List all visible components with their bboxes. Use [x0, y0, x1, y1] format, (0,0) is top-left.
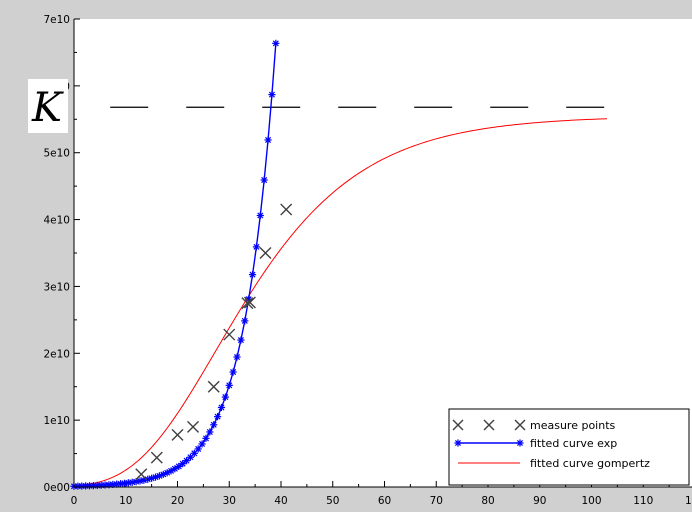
plot-series	[70, 39, 608, 490]
x-tick-label-8: 80	[481, 495, 494, 507]
y-tick-label-5: 5e10	[43, 148, 70, 160]
exp-marker-41	[229, 368, 237, 376]
measure-point-4	[207, 380, 220, 393]
legend: measure points fitted curve exp fitted c…	[448, 408, 690, 486]
y-tick-label-0: 0e00	[43, 482, 70, 494]
exp-marker-29	[182, 457, 191, 465]
x-tick-label-11: 110	[633, 495, 653, 507]
y-tick-label-7: 7e10	[43, 14, 70, 26]
exp-marker-34	[202, 434, 210, 442]
legend-label-measure-points: measure points	[530, 419, 616, 432]
k-label: K	[31, 85, 64, 131]
exp-marker-27	[175, 462, 183, 470]
k-annotation: K	[28, 79, 68, 133]
exp-marker-48	[256, 211, 264, 220]
exp-marker-40	[225, 381, 233, 389]
exp-marker-32	[194, 445, 202, 453]
x-tick-label-12: 120	[685, 495, 692, 507]
axes-frame	[73, 19, 692, 488]
y-tick-label-3: 3e10	[43, 281, 70, 293]
exp-marker-37	[214, 413, 222, 421]
measure-point-0	[135, 468, 148, 481]
legend-sample-cross-2	[514, 419, 526, 431]
exp-marker-26	[171, 465, 179, 473]
measure-point-1	[150, 451, 163, 464]
legend-sample-exp-star-1	[516, 439, 524, 447]
x-tick-label-0: 0	[71, 495, 78, 507]
k-label-background	[28, 79, 68, 133]
exp-marker-38	[217, 403, 226, 412]
exp-marker-51	[268, 91, 276, 99]
legend-box	[448, 408, 690, 486]
x-tick-label-10: 100	[581, 495, 601, 507]
exp-marker-36	[210, 421, 218, 429]
exp-marker-49	[260, 176, 268, 184]
measure-point-9	[280, 203, 293, 216]
measure-point-7	[243, 296, 256, 309]
x-tick-label-9: 90	[533, 495, 546, 507]
gompertz-curve	[73, 118, 608, 487]
exp-marker-44	[241, 317, 249, 325]
measure-point-3	[187, 420, 200, 433]
measure-point-2	[171, 428, 184, 441]
exp-marker-42	[233, 353, 241, 361]
x-tick-label-4: 40	[274, 495, 287, 507]
exp-marker-35	[206, 428, 214, 436]
x-tick-label-7: 70	[430, 495, 443, 507]
legend-sample-cross-0	[452, 419, 464, 431]
exp-marker-47	[252, 243, 261, 251]
exp-marker-33	[198, 440, 206, 448]
x-tick-label-3: 30	[223, 495, 236, 507]
exp-marker-39	[221, 393, 229, 401]
y-tick-label-2: 2e10	[43, 348, 70, 360]
measure-point-8	[259, 247, 272, 259]
legend-sample-exp-star-0	[454, 439, 462, 447]
x-tick-label-1: 10	[119, 495, 132, 507]
legend-label-fitted-exp: fitted curve exp	[530, 437, 617, 450]
y-tick-label-1: 1e10	[43, 415, 70, 427]
exp-marker-31	[190, 449, 198, 457]
x-tick-label-5: 50	[326, 495, 339, 507]
legend-label-fitted-gompertz: fitted curve gompertz	[530, 457, 650, 470]
exp-marker-46	[248, 271, 257, 279]
measure-point-5	[223, 328, 236, 341]
x-tick-label-2: 20	[171, 495, 184, 507]
exp-marker-50	[264, 136, 272, 144]
exp-marker-22	[155, 472, 163, 480]
measure-point-6	[241, 297, 254, 310]
exp-marker-52	[272, 39, 280, 47]
legend-sample-cross-1	[483, 419, 495, 431]
x-tick-label-6: 60	[378, 495, 391, 507]
exp-marker-43	[237, 336, 245, 344]
y-tick-label-4: 4e10	[43, 215, 70, 227]
